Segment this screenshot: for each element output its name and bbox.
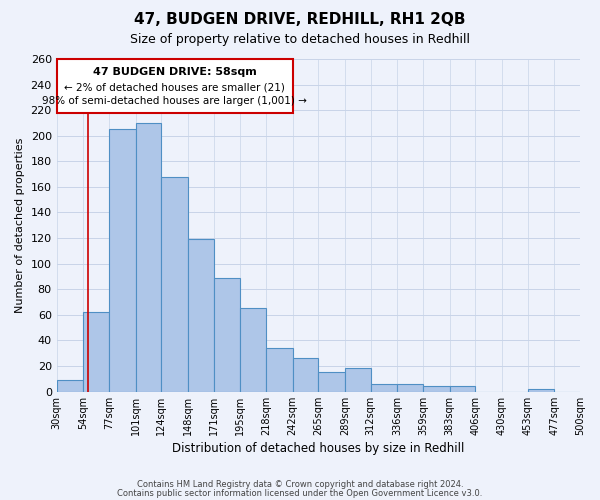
Bar (319, 372, 345, 392)
Bar (266, 348, 293, 392)
Bar (136, 123, 161, 392)
Bar (188, 240, 214, 392)
FancyBboxPatch shape (56, 59, 293, 112)
Text: Size of property relative to detached houses in Redhill: Size of property relative to detached ho… (130, 32, 470, 46)
Bar (293, 358, 319, 392)
Bar (371, 384, 397, 392)
Y-axis label: Number of detached properties: Number of detached properties (15, 138, 25, 313)
Bar (161, 176, 188, 392)
Bar (241, 308, 266, 392)
Bar (109, 130, 136, 392)
Text: 47 BUDGEN DRIVE: 58sqm: 47 BUDGEN DRIVE: 58sqm (93, 66, 257, 76)
Bar (450, 386, 475, 392)
Bar (56, 380, 83, 392)
Text: 98% of semi-detached houses are larger (1,001) →: 98% of semi-detached houses are larger (… (42, 96, 307, 106)
Text: Contains public sector information licensed under the Open Government Licence v3: Contains public sector information licen… (118, 488, 482, 498)
Text: ← 2% of detached houses are smaller (21): ← 2% of detached houses are smaller (21) (64, 82, 285, 92)
Bar (423, 386, 450, 392)
Bar (527, 389, 554, 392)
X-axis label: Distribution of detached houses by size in Redhill: Distribution of detached houses by size … (172, 442, 464, 455)
Bar (214, 278, 241, 392)
Bar (83, 312, 109, 392)
Text: 47, BUDGEN DRIVE, REDHILL, RH1 2QB: 47, BUDGEN DRIVE, REDHILL, RH1 2QB (134, 12, 466, 28)
Text: Contains HM Land Registry data © Crown copyright and database right 2024.: Contains HM Land Registry data © Crown c… (137, 480, 463, 489)
Bar (397, 384, 423, 392)
Bar (345, 368, 371, 392)
